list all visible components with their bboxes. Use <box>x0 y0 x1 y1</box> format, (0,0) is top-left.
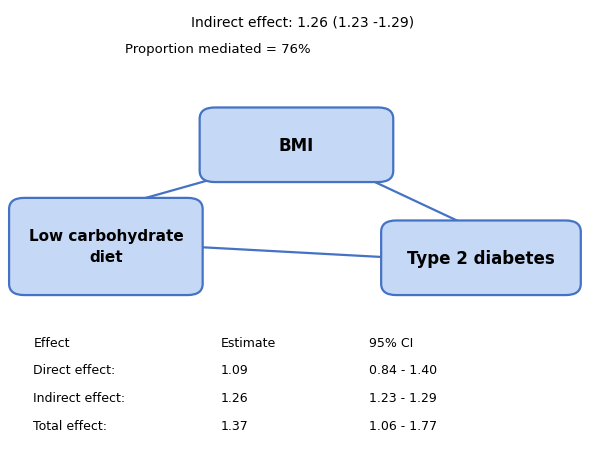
Text: 0.84 - 1.40: 0.84 - 1.40 <box>369 363 437 376</box>
Text: Estimate: Estimate <box>221 336 276 349</box>
FancyBboxPatch shape <box>200 108 393 183</box>
Text: 1.23 - 1.29: 1.23 - 1.29 <box>369 391 437 404</box>
FancyBboxPatch shape <box>9 198 203 295</box>
Text: BMI: BMI <box>279 137 314 154</box>
Text: Indirect effect: 1.26 (1.23 -1.29): Indirect effect: 1.26 (1.23 -1.29) <box>191 16 414 30</box>
Text: Total effect:: Total effect: <box>33 419 107 432</box>
FancyBboxPatch shape <box>381 221 581 295</box>
Text: Indirect effect:: Indirect effect: <box>33 391 125 404</box>
Text: Effect: Effect <box>33 336 70 349</box>
Text: 95% CI: 95% CI <box>369 336 413 349</box>
Text: Proportion mediated = 76%: Proportion mediated = 76% <box>125 43 310 56</box>
Text: Type 2 diabetes: Type 2 diabetes <box>407 249 555 267</box>
Text: Direct effect:: Direct effect: <box>33 363 116 376</box>
Text: 1.37: 1.37 <box>221 419 249 432</box>
Text: 1.06 - 1.77: 1.06 - 1.77 <box>369 419 437 432</box>
Text: 1.09: 1.09 <box>221 363 249 376</box>
Text: Low carbohydrate
diet: Low carbohydrate diet <box>28 229 183 265</box>
Text: 1.26: 1.26 <box>221 391 249 404</box>
